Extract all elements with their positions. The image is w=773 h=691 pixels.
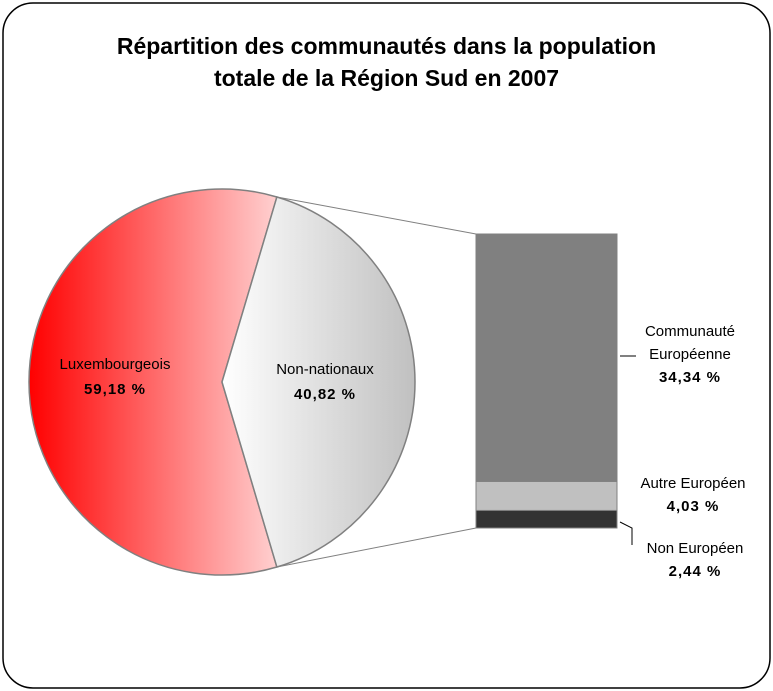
bar-value: 2,44 % — [669, 563, 722, 580]
pie-slice — [28, 188, 278, 576]
connector — [276, 196, 477, 235]
bar-segment — [475, 480, 618, 511]
pie-slice — [221, 196, 416, 568]
bar-value: 4,03 % — [667, 498, 720, 515]
slice-value: 40,82 % — [294, 386, 356, 403]
bar-segment — [475, 233, 618, 482]
bar-segment — [475, 509, 618, 529]
chart-title: Répartition des communautés dans la popu… — [116, 33, 657, 91]
bar-label: Autre Européen — [640, 475, 746, 492]
slice-label: Non-nationaux — [276, 361, 374, 378]
connector — [276, 527, 477, 568]
bar-label: Communauté Européenne — [644, 323, 736, 363]
bar-value: 34,34 % — [659, 369, 721, 386]
slice-label: Luxembourgeois — [60, 356, 171, 373]
slice-value: 59,18 % — [84, 381, 146, 398]
leader-line — [619, 521, 633, 545]
bar-label: Non Européen — [646, 540, 744, 557]
